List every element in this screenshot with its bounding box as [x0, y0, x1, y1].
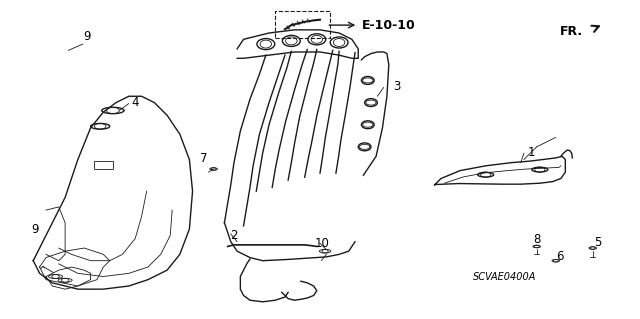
Text: SCVAE0400A: SCVAE0400A — [473, 271, 536, 281]
Text: 2: 2 — [230, 229, 237, 242]
Text: 8: 8 — [533, 233, 540, 246]
Text: 3: 3 — [393, 80, 400, 93]
Text: 1: 1 — [528, 146, 535, 159]
Text: 5: 5 — [594, 236, 602, 249]
Text: 9: 9 — [84, 30, 91, 43]
Text: FR.: FR. — [560, 25, 583, 38]
Text: 9: 9 — [31, 223, 38, 235]
Text: E-10-10: E-10-10 — [362, 19, 415, 32]
Text: 10: 10 — [315, 237, 330, 250]
Text: 7: 7 — [200, 152, 208, 165]
Text: 6: 6 — [556, 250, 563, 263]
Text: 4: 4 — [131, 96, 139, 109]
